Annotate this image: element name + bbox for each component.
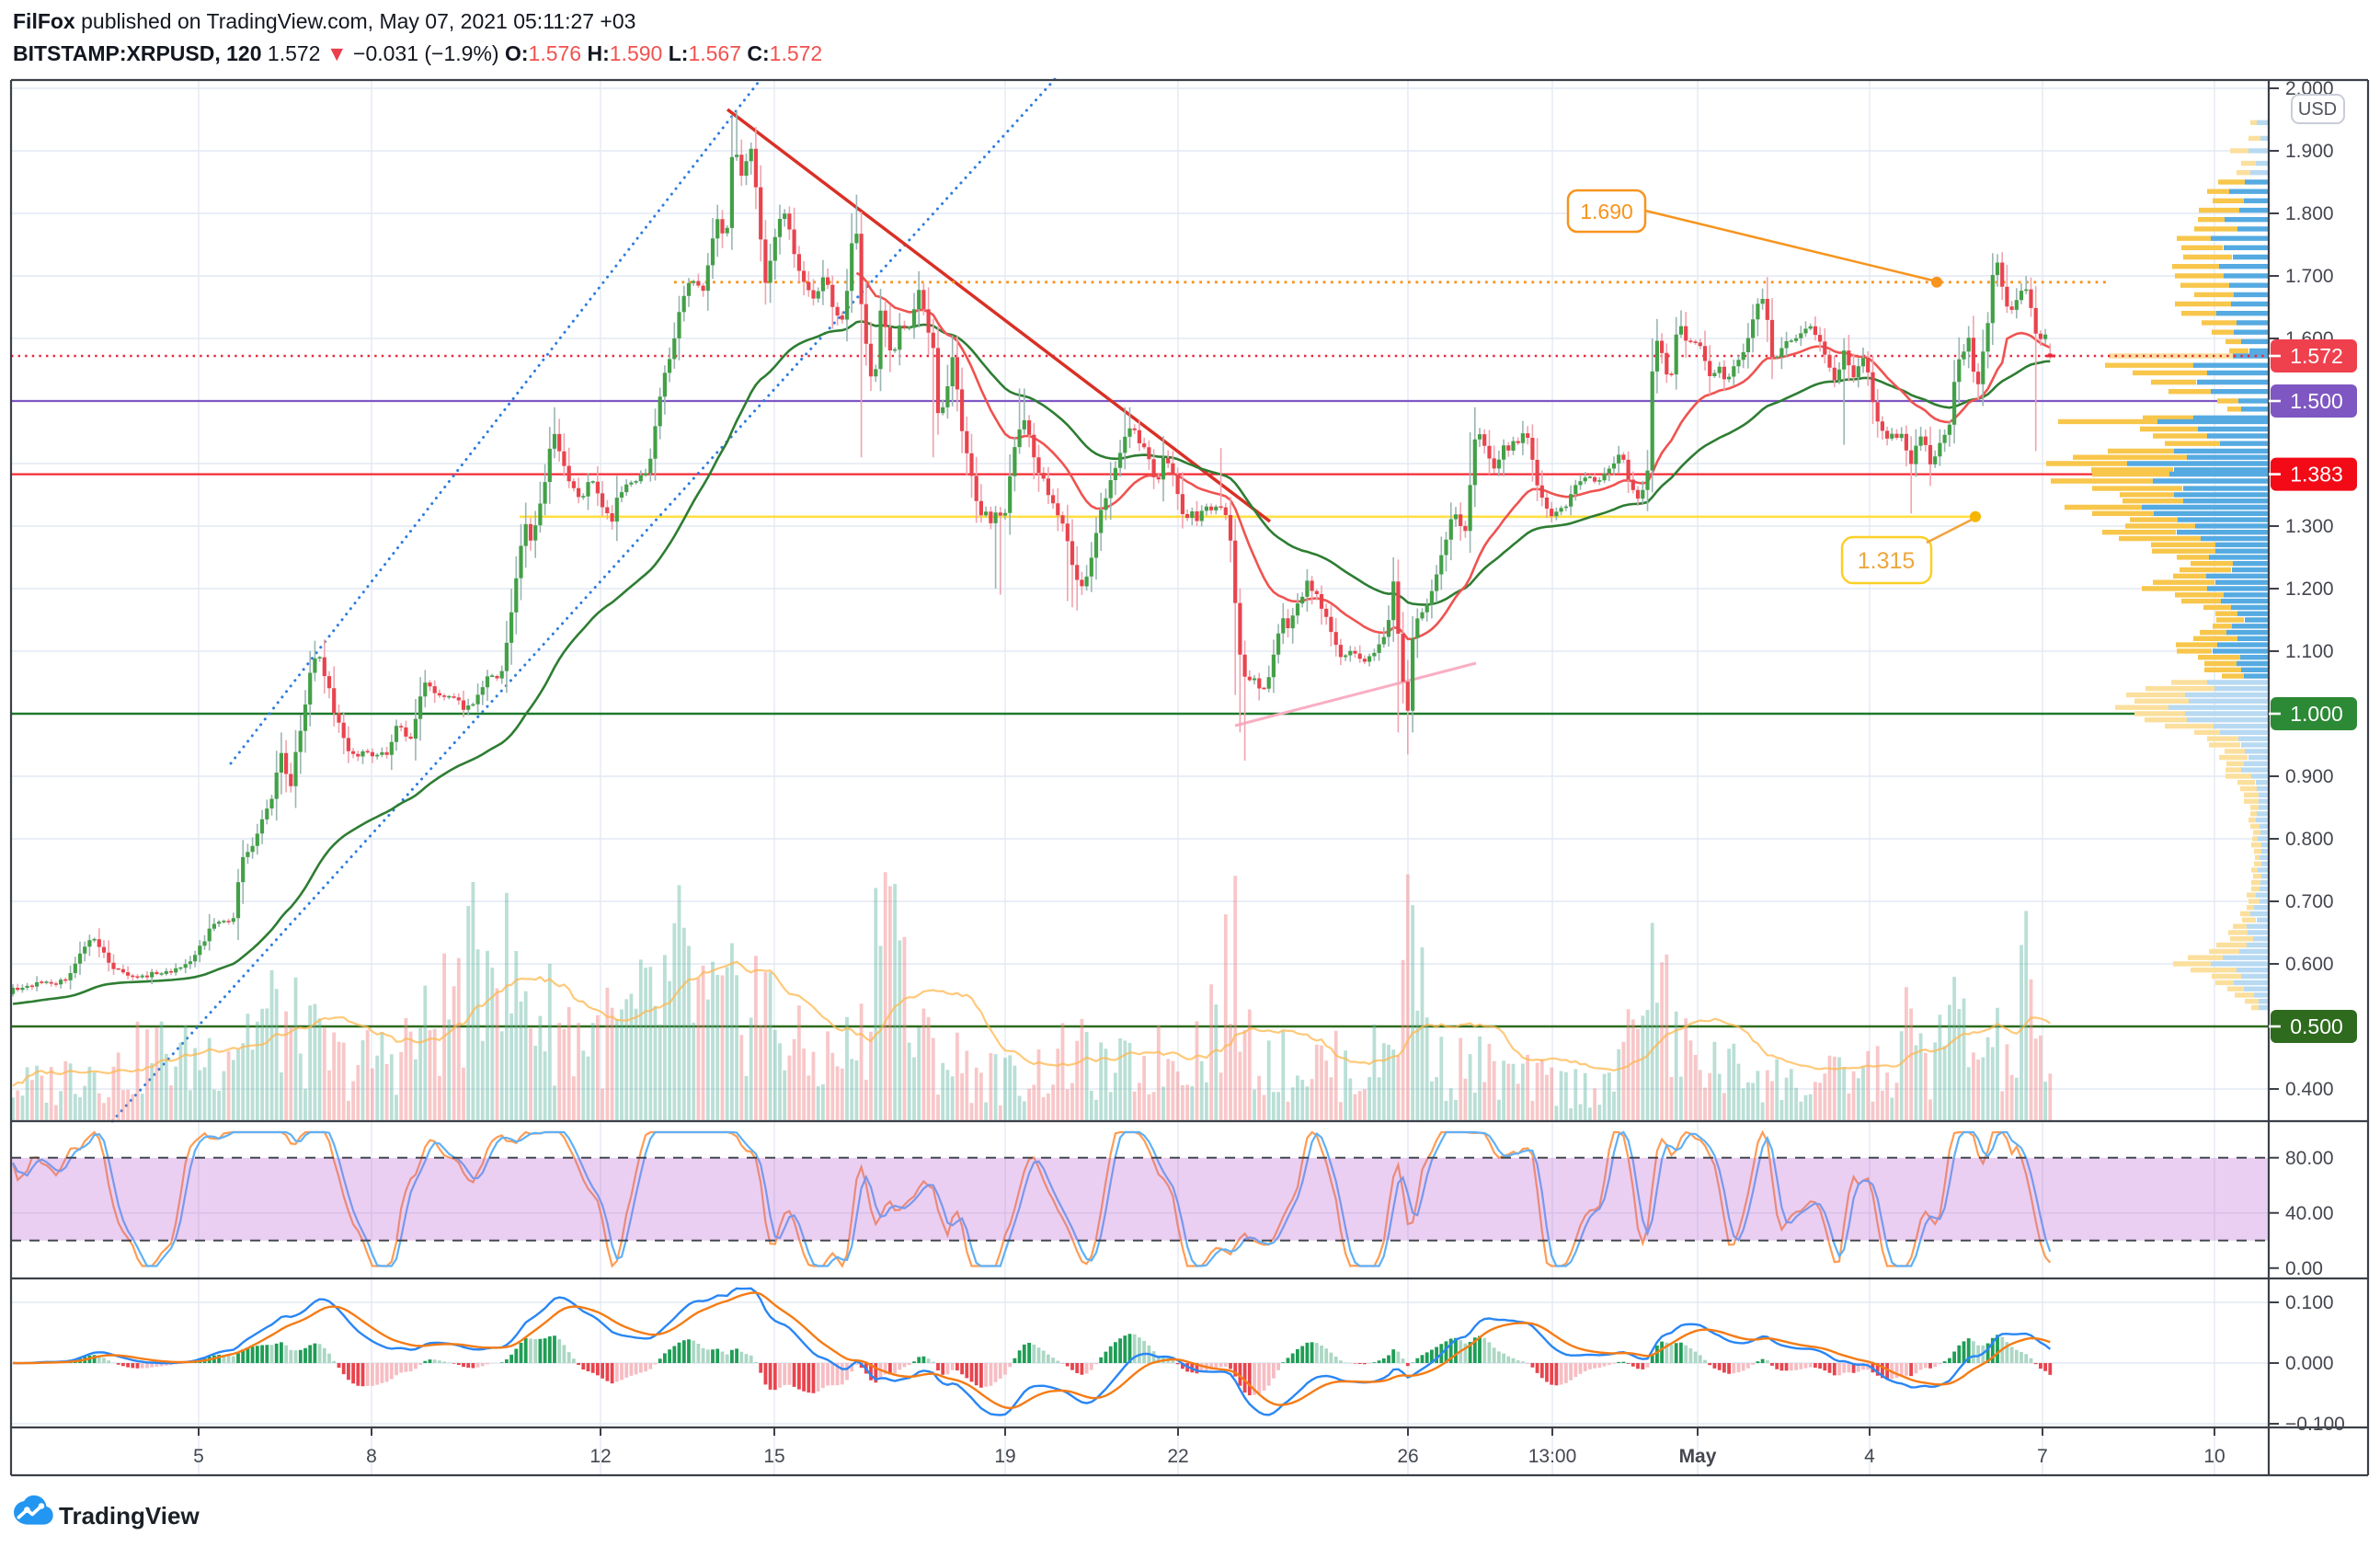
svg-text:1.300: 1.300 — [2285, 516, 2334, 537]
svg-text:1.500: 1.500 — [2290, 389, 2343, 413]
svg-text:4: 4 — [1864, 1446, 1875, 1467]
svg-text:13:00: 13:00 — [1528, 1446, 1577, 1467]
svg-text:0.400: 0.400 — [2285, 1079, 2334, 1100]
svg-text:26: 26 — [1397, 1446, 1418, 1467]
svg-text:FilFox published on TradingVie: FilFox published on TradingView.com, May… — [13, 9, 635, 33]
svg-text:0.800: 0.800 — [2285, 829, 2334, 850]
svg-text:0.00: 0.00 — [2285, 1258, 2323, 1279]
svg-text:0.600: 0.600 — [2285, 954, 2334, 975]
svg-text:BITSTAMP:XRPUSD, 120 1.572 ▼: BITSTAMP:XRPUSD, 120 1.572 ▼ −0.031 (−1.… — [13, 41, 822, 65]
svg-text:TradingView: TradingView — [59, 1502, 200, 1530]
svg-text:1.900: 1.900 — [2285, 141, 2334, 162]
svg-text:1.690: 1.690 — [1580, 200, 1633, 223]
svg-text:15: 15 — [763, 1446, 784, 1467]
svg-text:0.100: 0.100 — [2285, 1292, 2334, 1313]
svg-text:19: 19 — [994, 1446, 1015, 1467]
svg-text:USD: USD — [2298, 99, 2337, 120]
svg-text:1.315: 1.315 — [1858, 548, 1916, 574]
svg-text:1.100: 1.100 — [2285, 641, 2334, 662]
svg-text:0.900: 0.900 — [2285, 766, 2334, 787]
svg-text:22: 22 — [1167, 1446, 1188, 1467]
svg-text:80.00: 80.00 — [2285, 1148, 2334, 1169]
svg-text:May: May — [1679, 1446, 1717, 1467]
svg-text:1.383: 1.383 — [2290, 463, 2343, 487]
svg-text:12: 12 — [589, 1446, 611, 1467]
svg-text:1.000: 1.000 — [2290, 702, 2343, 726]
svg-text:5: 5 — [193, 1446, 204, 1467]
svg-text:1.572: 1.572 — [2290, 344, 2343, 368]
svg-text:1.700: 1.700 — [2285, 266, 2334, 287]
svg-text:8: 8 — [366, 1446, 377, 1467]
svg-text:7: 7 — [2037, 1446, 2048, 1467]
svg-text:0.700: 0.700 — [2285, 891, 2334, 912]
svg-text:10: 10 — [2203, 1446, 2225, 1467]
svg-text:1.800: 1.800 — [2285, 203, 2334, 224]
svg-text:40.00: 40.00 — [2285, 1203, 2334, 1224]
svg-text:0.500: 0.500 — [2290, 1014, 2343, 1038]
svg-text:−0.100: −0.100 — [2285, 1414, 2345, 1435]
svg-text:0.000: 0.000 — [2285, 1353, 2334, 1374]
svg-text:1.200: 1.200 — [2285, 579, 2334, 600]
